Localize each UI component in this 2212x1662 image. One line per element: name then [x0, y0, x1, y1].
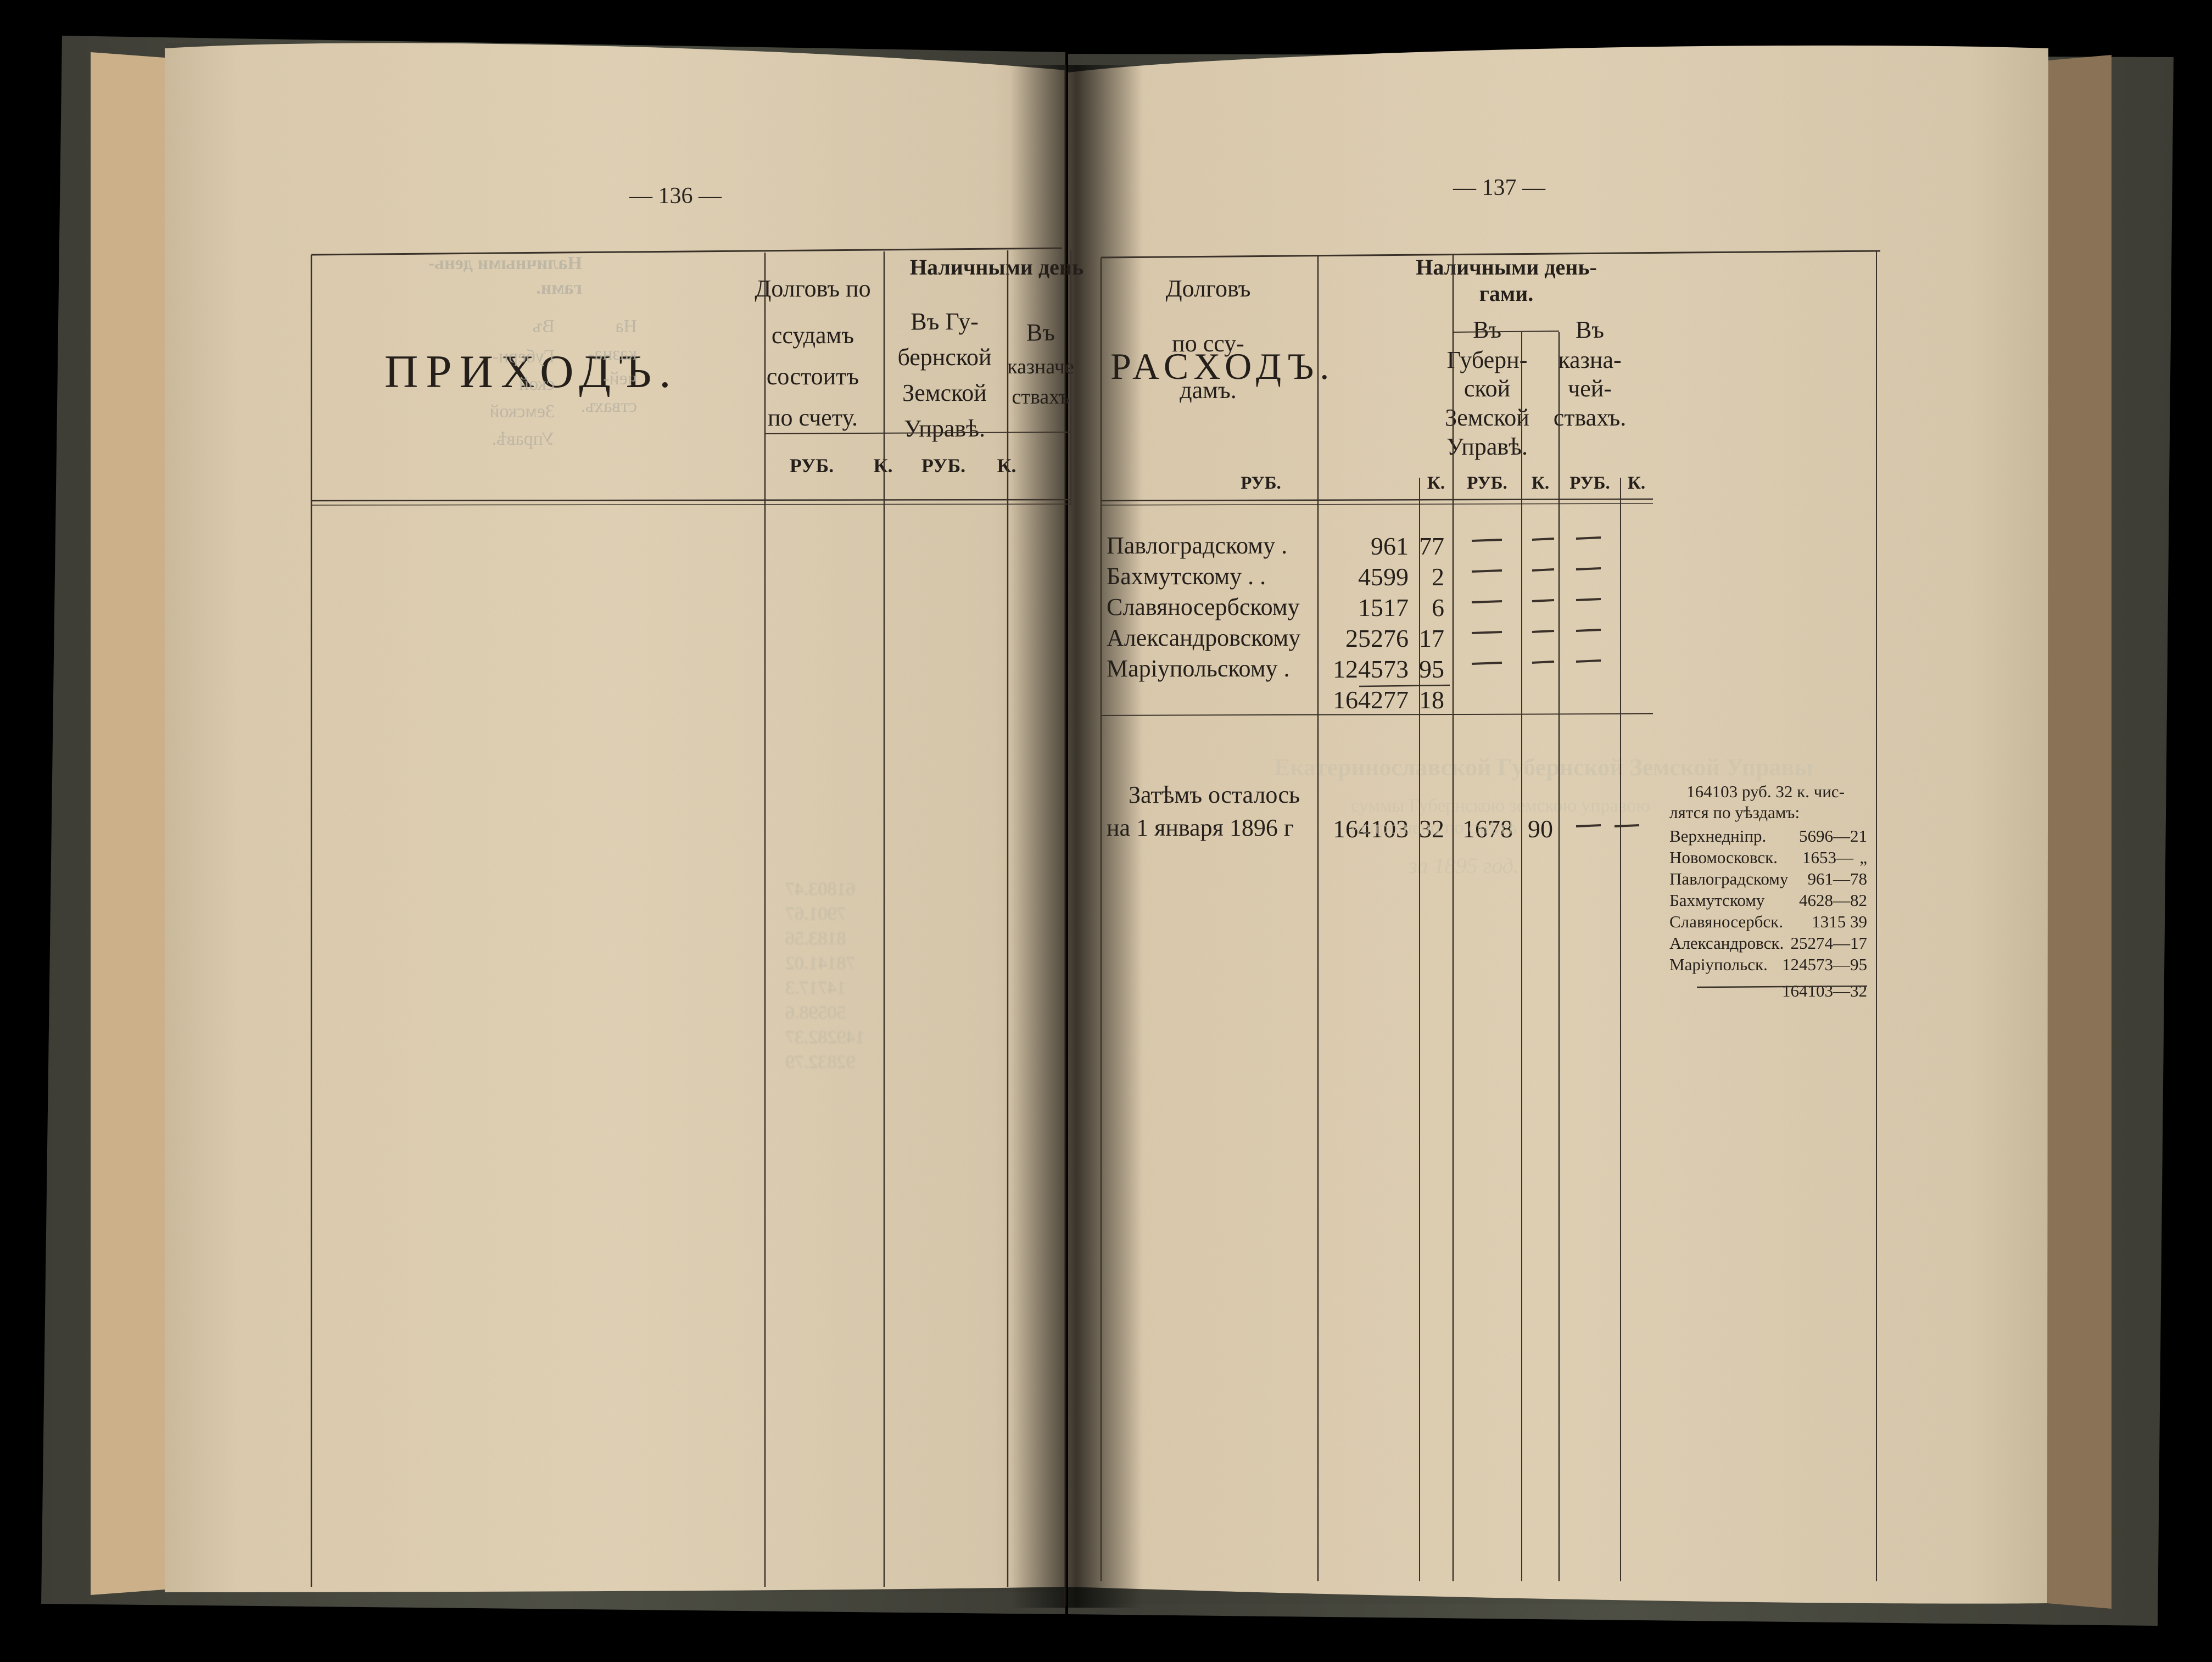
svg-text:Павлоградскому: Павлоградскому [1669, 869, 1789, 888]
svg-text:164103 руб. 32 к. чис-: 164103 руб. 32 к. чис- [1686, 782, 1845, 801]
svg-text:Земской: Земской [902, 379, 987, 406]
svg-text:164103—32: 164103—32 [1782, 981, 1867, 1000]
svg-text:Управѣ.: Управѣ. [492, 429, 555, 449]
svg-text:961—78: 961—78 [1808, 869, 1868, 888]
svg-text:Маріупольскому .: Маріупольскому . [1107, 655, 1290, 682]
svg-text:лятся по уѣздамъ:: лятся по уѣздамъ: [1669, 803, 1800, 822]
svg-text:2: 2 [1432, 563, 1444, 591]
svg-text:ствахъ: ствахъ [1012, 385, 1070, 408]
svg-text:К.: К. [873, 455, 892, 477]
svg-text:95: 95 [1419, 655, 1444, 683]
svg-text:казна-: казна- [588, 344, 637, 364]
svg-text:77: 77 [1419, 532, 1444, 560]
svg-text:92832.79: 92832.79 [785, 1052, 856, 1072]
svg-text:1653—: 1653— [1802, 848, 1854, 867]
svg-text:149282.37: 149282.37 [785, 1027, 865, 1048]
svg-text:Долговъ по: Долговъ по [755, 275, 870, 302]
svg-text:состоитъ: состоитъ [767, 363, 859, 390]
svg-text:ствахъ.: ствахъ. [1554, 404, 1627, 431]
svg-text:Въ: Въ [533, 316, 555, 337]
svg-text:за 1895 год.: за 1895 год. [1408, 853, 1519, 878]
svg-text:Новомосковск.: Новомосковск. [1669, 848, 1778, 867]
svg-text:казначе: казначе [1007, 355, 1074, 378]
svg-text:по ссу-: по ссу- [1172, 330, 1244, 357]
svg-text:чей-: чей- [603, 368, 637, 389]
svg-text:Управѣ.: Управѣ. [904, 415, 985, 442]
svg-text:1517: 1517 [1358, 594, 1409, 622]
svg-text:Славяносербск.: Славяносербск. [1669, 912, 1783, 931]
svg-text:164277: 164277 [1333, 686, 1409, 714]
svg-text:гами.: гами. [536, 278, 582, 298]
svg-text:гами.: гами. [1479, 281, 1533, 306]
svg-text:Въ: Въ [1026, 319, 1055, 346]
svg-text:— 137 —: — 137 — [1453, 175, 1546, 200]
svg-text:Наличными день-: Наличными день- [428, 253, 582, 273]
svg-text:казна-: казна- [1558, 346, 1621, 373]
svg-text:РУБ.: РУБ. [1467, 473, 1507, 493]
svg-text:РУБ.: РУБ. [1569, 473, 1610, 493]
svg-text:Въ: Въ [1576, 316, 1604, 343]
svg-text:РУБ.: РУБ. [1241, 473, 1281, 493]
svg-text:Земской: Земской [489, 401, 555, 422]
svg-text:25274—17: 25274—17 [1791, 933, 1868, 953]
svg-text:Долговъ: Долговъ [1166, 275, 1251, 302]
svg-text:ссудамъ: ссудамъ [772, 322, 854, 349]
svg-text:8183.56: 8183.56 [785, 928, 846, 949]
svg-text:Славяносербскому: Славяносербскому [1107, 594, 1300, 620]
svg-text:Губерн-: Губерн- [1447, 346, 1528, 373]
svg-text:14717.3: 14717.3 [785, 978, 846, 998]
svg-text:1315 39: 1315 39 [1812, 912, 1867, 931]
svg-text:бернской: бернской [897, 344, 991, 371]
svg-text:Наличными день-: Наличными день- [1416, 255, 1597, 279]
svg-text:Александровск.: Александровск. [1669, 933, 1784, 953]
svg-text:испрошено по смѣтѣ: испрошено по смѣтѣ [1351, 818, 1517, 838]
svg-text:Павлоградскому .: Павлоградскому . [1107, 532, 1287, 559]
svg-text:4628—82: 4628—82 [1799, 891, 1867, 910]
svg-text:РУБ.: РУБ. [790, 455, 834, 477]
svg-text:ской: ской [519, 374, 555, 394]
svg-text:Наличными день: Наличными день [910, 255, 1083, 279]
svg-text:Бахмутскому . .: Бахмутскому . . [1107, 563, 1266, 590]
svg-text:78141.02: 78141.02 [785, 953, 856, 973]
svg-text:961: 961 [1371, 532, 1409, 560]
svg-text:7901.67: 7901.67 [785, 904, 846, 924]
svg-text:4599: 4599 [1358, 563, 1409, 591]
svg-text:К.: К. [1427, 473, 1445, 493]
svg-text:6: 6 [1432, 594, 1444, 622]
svg-text:К.: К. [997, 455, 1016, 477]
svg-text:„: „ [1859, 848, 1867, 867]
svg-text:На: На [615, 316, 637, 337]
svg-text:по счету.: по счету. [768, 404, 858, 431]
svg-text:Въ: Въ [1473, 316, 1501, 343]
svg-text:Губерн-: Губерн- [493, 346, 555, 367]
svg-text:Бахмутскому: Бахмутскому [1669, 891, 1765, 910]
svg-text:дамъ.: дамъ. [1180, 377, 1237, 404]
svg-text:124573—95: 124573—95 [1782, 955, 1867, 974]
svg-text:Затѣмъ осталось: Затѣмъ осталось [1129, 781, 1300, 808]
svg-text:90: 90 [1528, 815, 1553, 843]
svg-text:18: 18 [1419, 686, 1444, 714]
svg-text:Въ Гу-: Въ Гу- [911, 308, 979, 335]
svg-text:Маріупольск.: Маріупольск. [1669, 955, 1768, 974]
svg-text:17: 17 [1419, 624, 1444, 652]
svg-text:К.: К. [1532, 473, 1549, 493]
svg-text:Александровскому: Александровскому [1107, 624, 1300, 651]
svg-text:чей-: чей- [1568, 375, 1612, 402]
svg-text:К.: К. [1628, 473, 1645, 493]
svg-text:Земской: Земской [1445, 404, 1529, 431]
svg-text:ствахъ.: ствахъ. [581, 396, 637, 416]
svg-text:50598.6: 50598.6 [785, 1003, 846, 1023]
svg-text:Управѣ.: Управѣ. [1446, 433, 1528, 460]
svg-text:суммы Губернскою земскою управ: суммы Губернскою земскою управою [1351, 796, 1650, 816]
svg-text:ской: ской [1464, 375, 1510, 402]
svg-text:61803.47: 61803.47 [785, 879, 856, 899]
svg-text:124573: 124573 [1333, 655, 1409, 683]
svg-text:РУБ.: РУБ. [921, 455, 965, 477]
svg-text:Верхнедніпр.: Верхнедніпр. [1669, 826, 1766, 846]
svg-text:— 136 —: — 136 — [629, 183, 722, 209]
svg-text:5696—21: 5696—21 [1799, 826, 1867, 846]
svg-text:25276: 25276 [1345, 624, 1409, 652]
svg-text:Екатеринославской Губернской З: Екатеринославской Губернской Земской Упр… [1274, 754, 1813, 781]
svg-text:на 1 января 1896 г: на 1 января 1896 г [1107, 814, 1294, 841]
